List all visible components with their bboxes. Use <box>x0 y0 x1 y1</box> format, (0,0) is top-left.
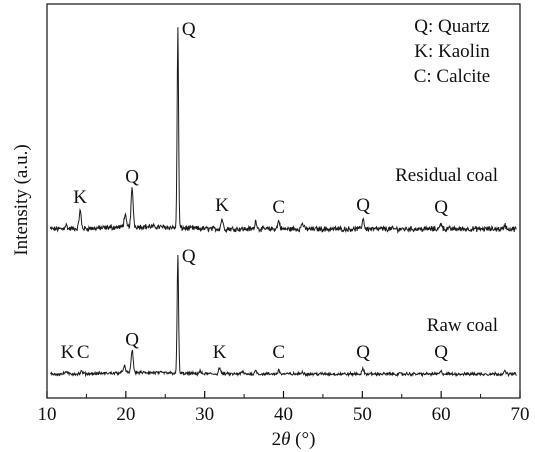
peak-label: Q <box>125 167 139 188</box>
x-tick-label: 40 <box>274 404 293 425</box>
peak-label: Q <box>182 246 196 267</box>
x-tick-label: 10 <box>38 404 57 425</box>
x-axis-title: 2θ (°) <box>272 429 316 450</box>
traces <box>49 27 517 378</box>
peak-label: K <box>215 195 229 216</box>
peak-label: Q <box>434 197 448 218</box>
legend: Q: Quartz K: Kaolin C: Calcite <box>414 16 491 87</box>
peak-label: C <box>77 342 90 363</box>
legend-entry: C: Calcite <box>414 66 491 87</box>
legend-entry: K: Kaolin <box>414 41 490 62</box>
peak-label: K <box>61 342 75 363</box>
peak-label: C <box>272 342 285 363</box>
series-label-residual-coal: Residual coal <box>395 165 498 186</box>
peak-label: Q <box>434 342 448 363</box>
series-line-raw-coal <box>50 254 517 378</box>
x-tick-label: 70 <box>511 404 530 425</box>
x-axis-ticks: 10 20 30 40 50 60 70 <box>38 391 530 425</box>
peak-label: Q <box>356 342 370 363</box>
series-label-raw-coal: Raw coal <box>427 315 498 336</box>
series-labels: Residual coal Raw coal <box>395 165 498 336</box>
peak-label: C <box>272 197 285 218</box>
x-tick-label: 50 <box>353 404 372 425</box>
x-axis-title-prefix: 2 <box>272 429 282 450</box>
peak-label: K <box>213 342 227 363</box>
x-axis-title-theta: θ <box>281 429 290 450</box>
peak-label: K <box>73 187 87 208</box>
y-axis-title: Intensity (a.u.) <box>11 144 32 255</box>
legend-entry: Q: Quartz <box>414 16 489 37</box>
x-tick-label: 30 <box>195 404 214 425</box>
x-tick-label: 20 <box>116 404 135 425</box>
peak-label: Q <box>356 195 370 216</box>
series-line-residual-coal <box>49 27 517 234</box>
peak-label: Q <box>125 329 139 350</box>
x-tick-label: 60 <box>432 404 451 425</box>
peak-label: Q <box>182 19 196 40</box>
x-axis-title-suffix: (°) <box>290 429 315 450</box>
